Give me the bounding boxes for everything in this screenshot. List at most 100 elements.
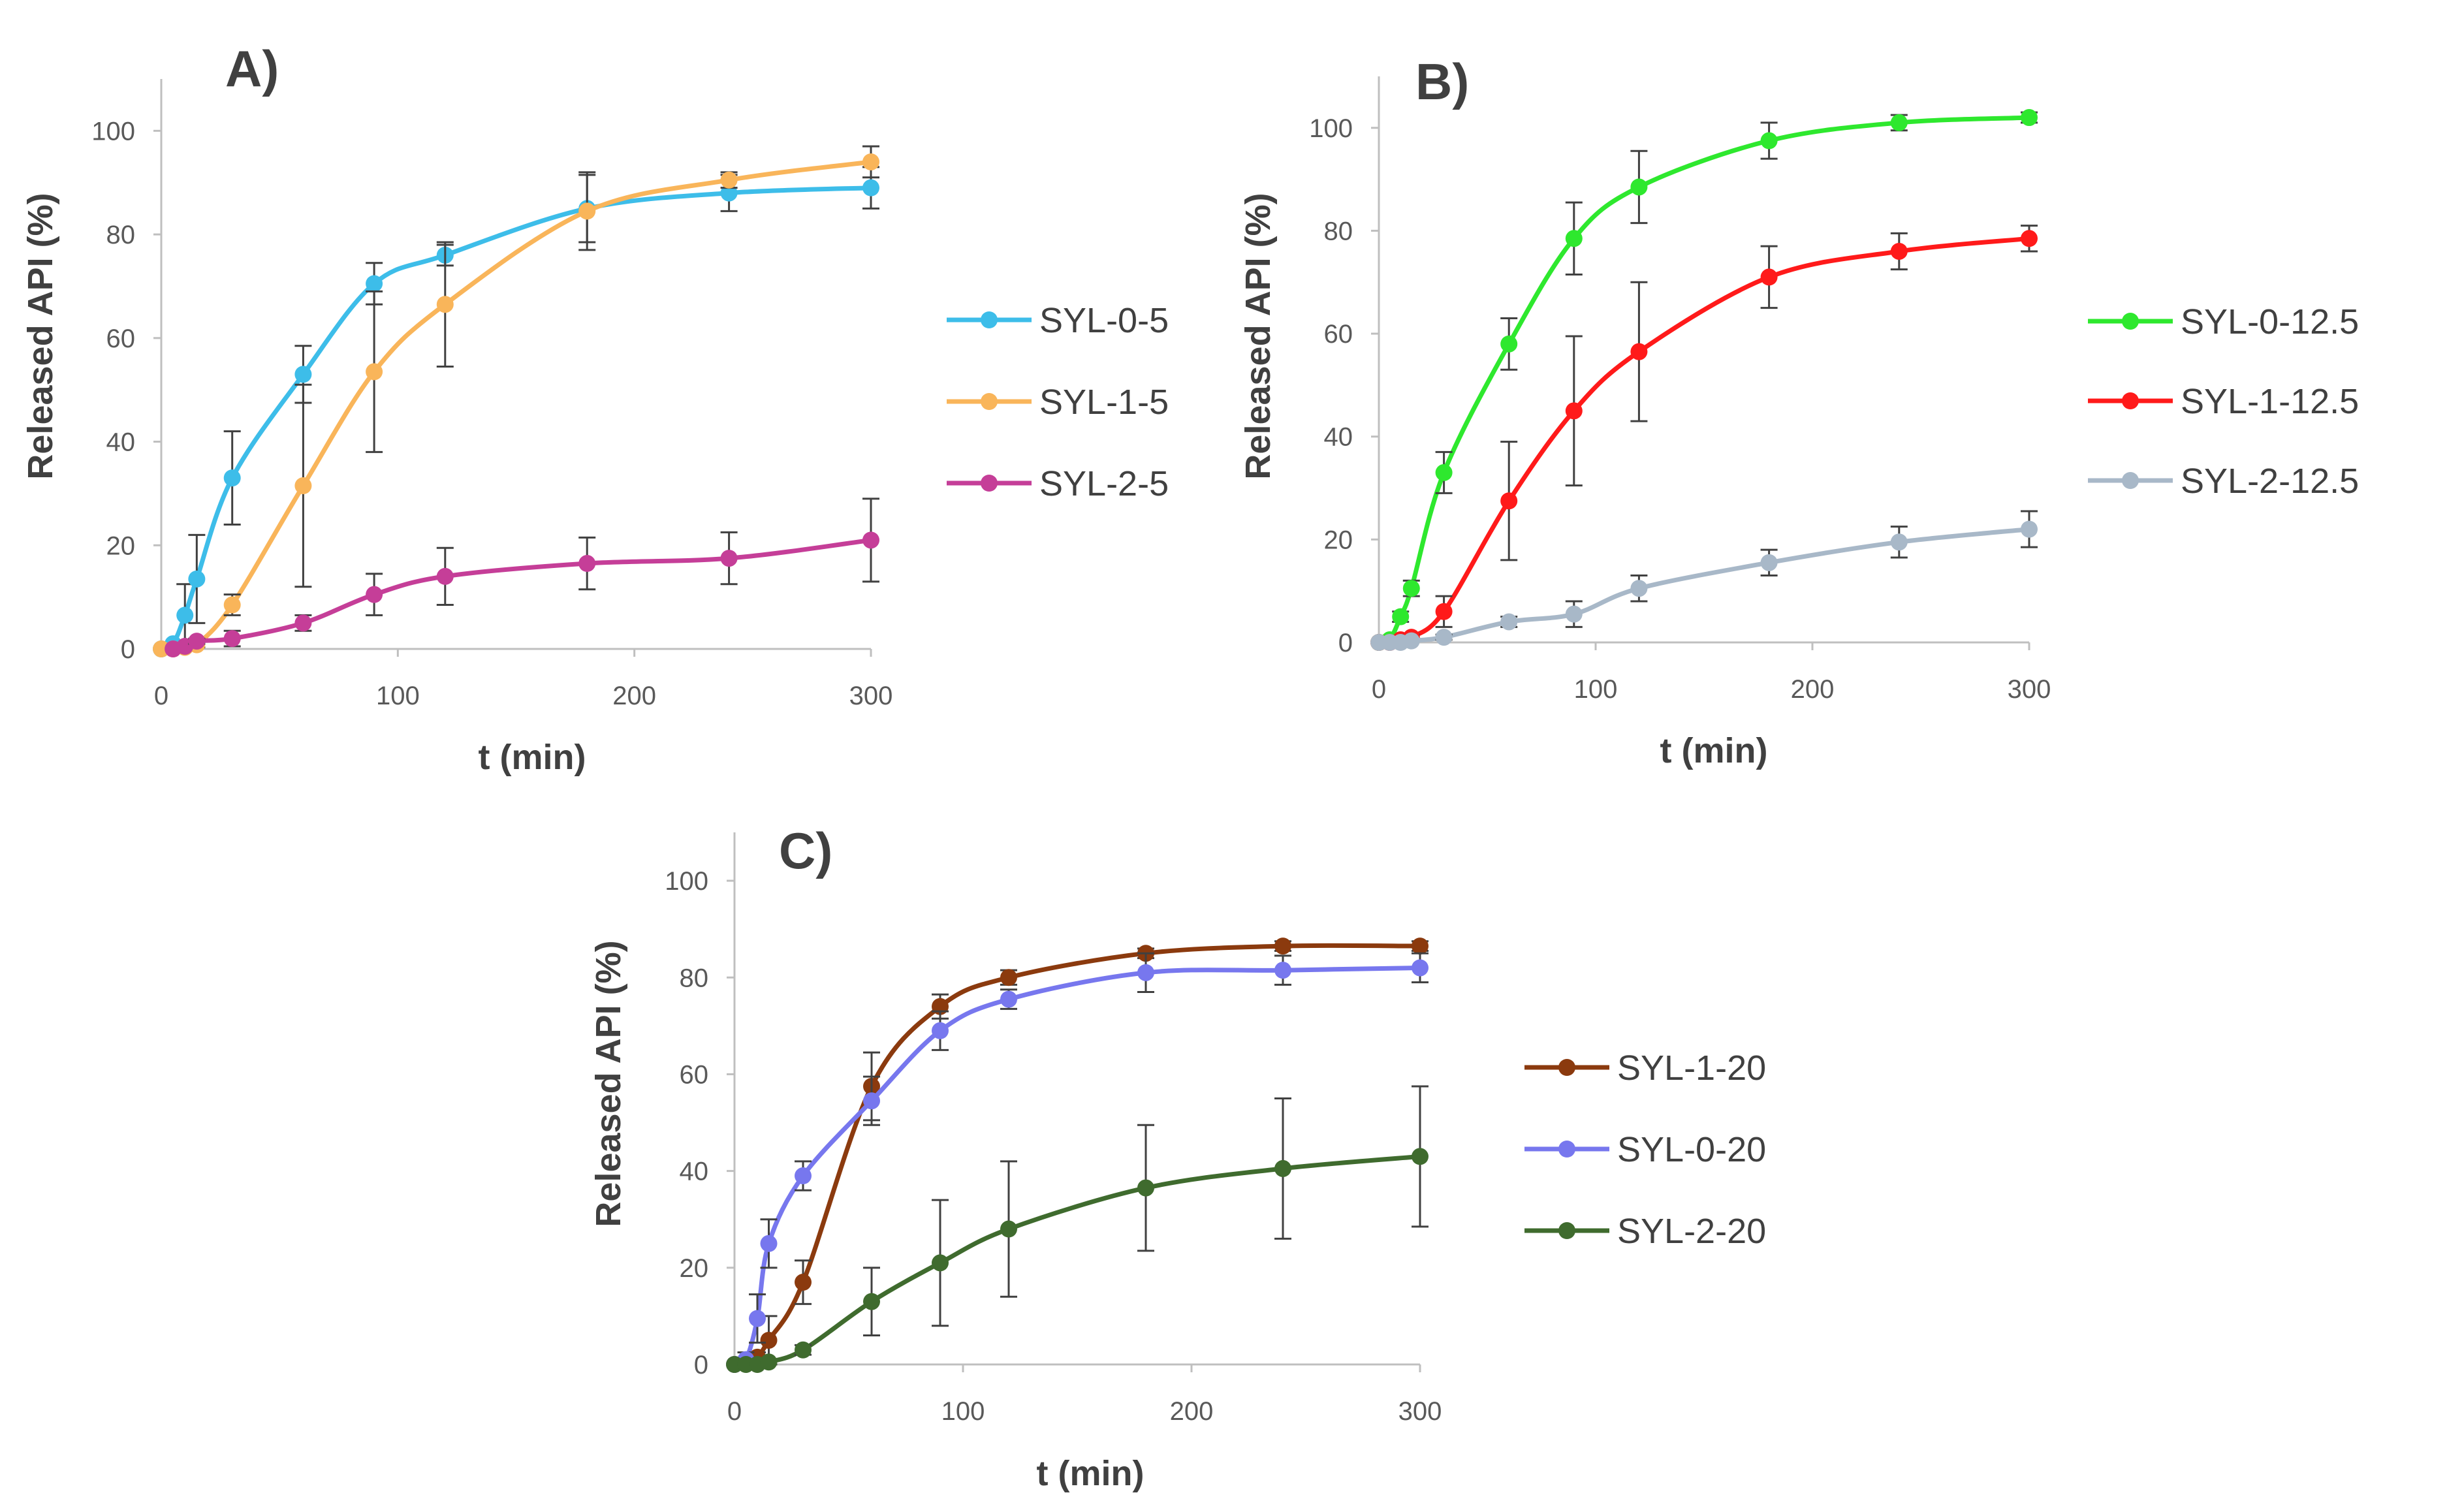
data-point — [294, 366, 312, 383]
y-tick-label: 100 — [91, 117, 135, 146]
x-tick-label: 100 — [941, 1397, 985, 1426]
plot-area-c: 0 20 40 60 80 100 0 100 200 300 — [665, 832, 1442, 1426]
legend-item: SYL-1-5 — [947, 383, 1169, 422]
legend-item: SYL-2-5 — [947, 464, 1169, 503]
data-point — [188, 570, 206, 588]
data-point — [366, 275, 383, 292]
x-tick-label: 0 — [1372, 675, 1386, 704]
legend-swatch-marker — [2122, 313, 2139, 330]
data-point — [578, 202, 596, 220]
data-point — [1137, 964, 1154, 981]
data-point — [223, 469, 241, 487]
series-SYL-0-20 — [726, 952, 1429, 1373]
data-point — [1500, 492, 1518, 510]
data-point — [1630, 178, 1648, 196]
data-point — [760, 1331, 778, 1349]
y-tick-label: 40 — [680, 1158, 709, 1186]
y-tick-label: 60 — [106, 324, 136, 353]
legend-item: SYL-1-12.5 — [2088, 382, 2359, 421]
data-point — [1000, 969, 1017, 986]
data-point — [1565, 402, 1583, 420]
x-tick-label: 300 — [1398, 1397, 1442, 1426]
x-tick-label: 200 — [612, 682, 656, 710]
data-point — [366, 586, 383, 603]
data-point — [1760, 268, 1778, 286]
data-point — [1890, 533, 1908, 551]
data-point — [1412, 937, 1429, 955]
data-point — [795, 1167, 812, 1185]
data-point — [863, 1092, 880, 1110]
data-point — [1274, 1159, 1291, 1177]
x-tick-label: 300 — [2008, 675, 2051, 704]
x-tick-label: 0 — [154, 682, 168, 710]
data-point — [2021, 520, 2038, 538]
legend-swatch-marker — [981, 475, 998, 492]
y-tick-label: 20 — [106, 531, 136, 560]
data-point — [1412, 959, 1429, 977]
series-SYL-0-5 — [153, 166, 879, 657]
plot-area-b: 0 20 40 60 80 100 0 100 200 300 — [1309, 76, 2051, 704]
y-tick-label: 0 — [1338, 629, 1353, 657]
x-tick-label: 200 — [1791, 675, 1835, 704]
legend-c: SYL-1-20 SYL-0-20 SYL-2-20 — [1524, 1048, 1766, 1251]
data-point — [1760, 132, 1778, 150]
data-point — [1500, 335, 1518, 353]
legend-item: SYL-2-20 — [1524, 1212, 1766, 1251]
data-point — [1000, 1220, 1017, 1238]
x-axis-title-c: t (min) — [1037, 1454, 1145, 1493]
legend-label: SYL-0-20 — [1617, 1130, 1766, 1169]
legend-swatch-marker — [981, 393, 998, 410]
legend-swatch-marker — [1558, 1222, 1575, 1239]
data-point — [862, 179, 879, 197]
data-point — [1274, 937, 1291, 955]
data-point — [862, 531, 879, 549]
panel-label-c: C) — [779, 822, 832, 879]
series-line — [159, 185, 874, 652]
data-point — [2021, 109, 2038, 127]
data-point — [436, 567, 454, 585]
x-tick-label: 0 — [727, 1397, 742, 1426]
data-point — [1000, 990, 1017, 1008]
legend-label: SYL-1-12.5 — [2181, 382, 2359, 421]
y-tick-label: 60 — [1324, 320, 1353, 349]
series-line — [1376, 236, 2032, 645]
legend-item: SYL-0-20 — [1524, 1130, 1766, 1169]
legend-a: SYL-0-5 SYL-1-5 SYL-2-5 — [947, 301, 1169, 503]
data-point — [760, 1353, 778, 1371]
series-SYL-1-20 — [726, 937, 1429, 1373]
series-SYL-2-5 — [165, 497, 879, 657]
legend-label: SYL-2-5 — [1039, 464, 1169, 503]
panel-label-b: B) — [1415, 53, 1469, 110]
series-line — [170, 537, 874, 652]
legend-swatch-marker — [2122, 392, 2139, 409]
legend-label: SYL-1-5 — [1039, 383, 1169, 422]
legend-label: SYL-2-20 — [1617, 1212, 1766, 1251]
y-axis-title-b: Released API (%) — [1239, 193, 1278, 479]
legend-swatch-marker — [1558, 1141, 1575, 1158]
data-point — [1760, 554, 1778, 571]
x-tick-label: 200 — [1170, 1397, 1214, 1426]
legend-label: SYL-0-5 — [1039, 301, 1169, 340]
y-tick-label: 20 — [1324, 526, 1353, 554]
plot-area-a: 0 20 40 60 80 100 0 100 200 300 — [91, 79, 892, 710]
legend-label: SYL-2-12.5 — [2181, 462, 2359, 501]
legend-label: SYL-1-20 — [1617, 1048, 1766, 1088]
data-point — [366, 363, 383, 381]
data-point — [436, 296, 454, 313]
data-point — [720, 550, 738, 567]
data-point — [932, 1022, 949, 1039]
legend-label: SYL-0-12.5 — [2181, 302, 2359, 341]
legend-swatch-marker — [981, 311, 998, 328]
y-tick-label: 100 — [665, 867, 708, 896]
x-axis-title-a: t (min) — [479, 738, 586, 777]
series-line — [159, 159, 874, 652]
legend-b: SYL-0-12.5 SYL-1-12.5 SYL-2-12.5 — [2088, 302, 2359, 501]
data-point — [223, 630, 241, 648]
data-point — [863, 1293, 880, 1310]
data-point — [1630, 343, 1648, 360]
y-tick-label: 100 — [1309, 114, 1353, 143]
panel-label-a: A) — [225, 40, 279, 97]
data-point — [1890, 242, 1908, 260]
y-axis-title-c: Released API (%) — [589, 940, 628, 1227]
legend-item: SYL-0-12.5 — [2088, 302, 2359, 341]
